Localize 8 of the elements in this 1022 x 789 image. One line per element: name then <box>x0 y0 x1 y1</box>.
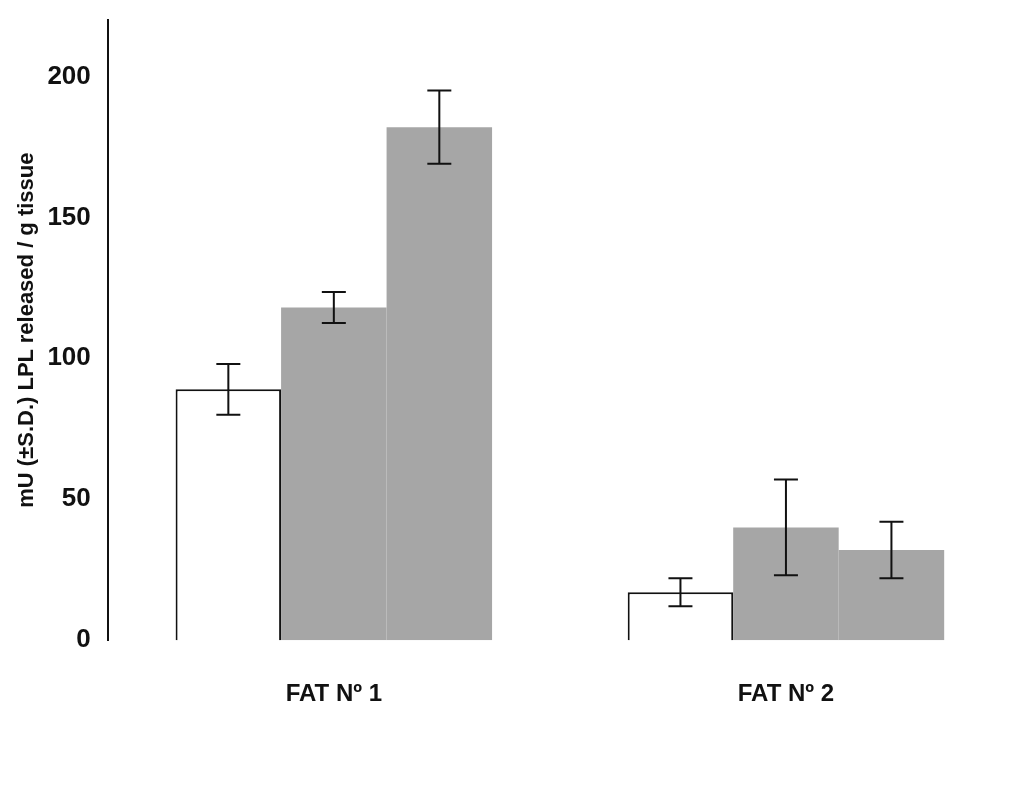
x-tick-label: FAT Nº 1 <box>285 679 382 707</box>
x-tick-label: FAT Nº 2 <box>737 679 835 707</box>
y-tick-label: 0 <box>76 623 91 654</box>
y-tick-label: 150 <box>47 200 91 231</box>
y-axis-title: mU (±S.D.) LPL released / g tissue <box>13 152 39 508</box>
y-tick-label: 100 <box>47 341 91 372</box>
y-tick-label: 200 <box>47 59 91 90</box>
y-tick-label: 50 <box>61 482 91 513</box>
